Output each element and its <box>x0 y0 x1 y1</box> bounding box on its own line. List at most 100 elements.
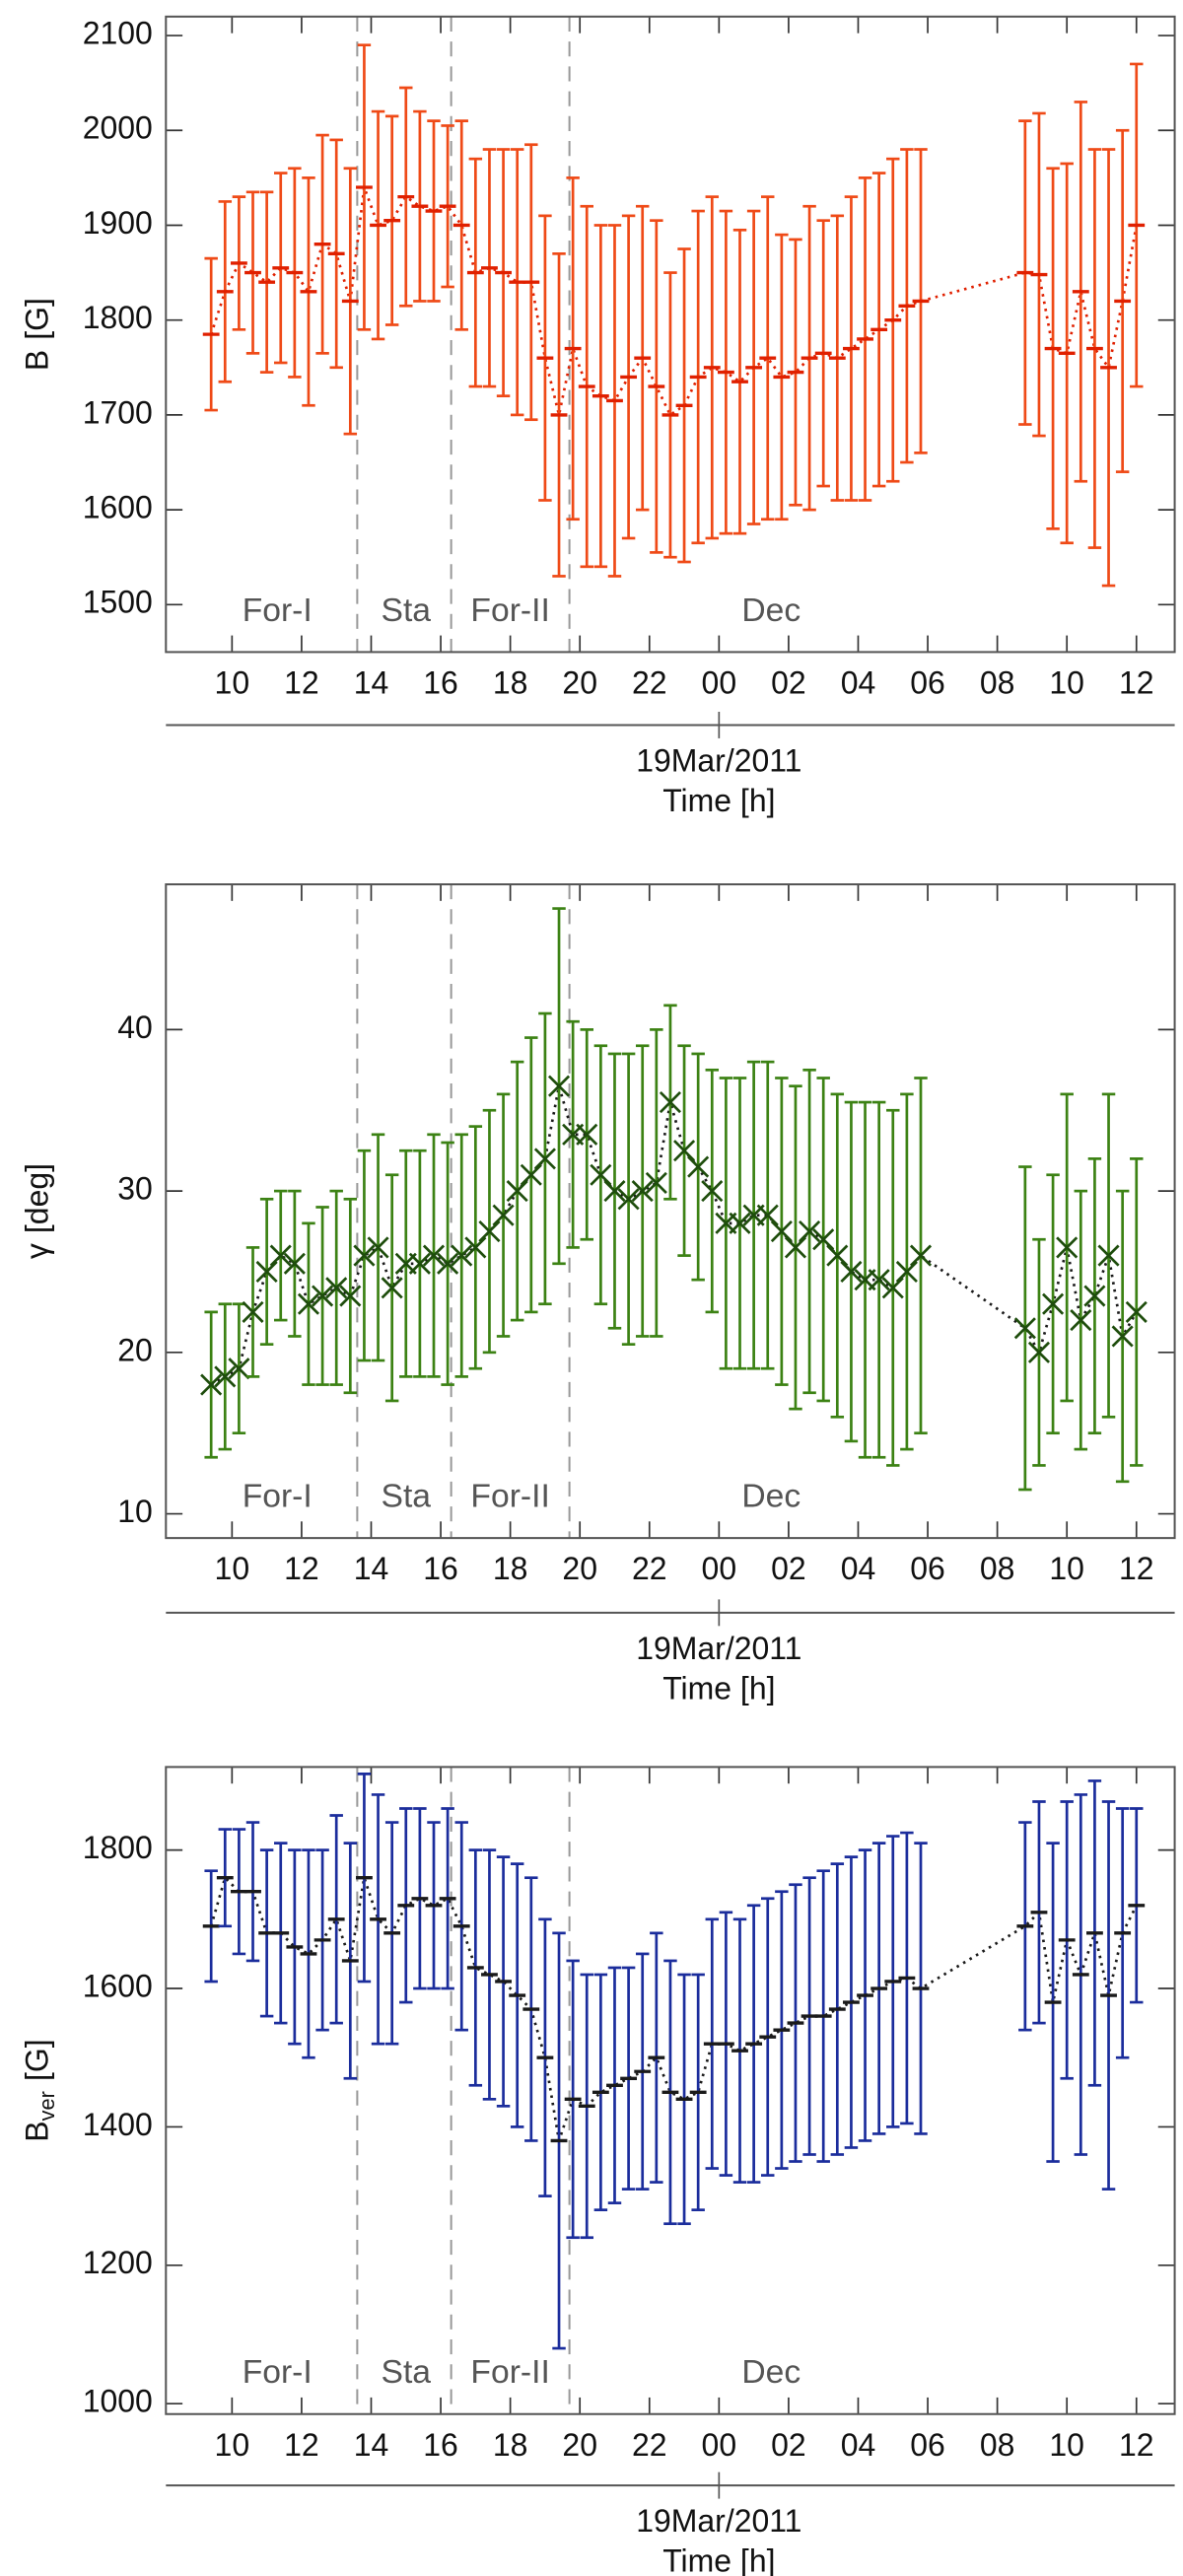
error-bar <box>717 1911 734 2177</box>
error-bar <box>520 1036 542 1314</box>
error-bar <box>411 1807 429 1990</box>
error-bar <box>814 219 832 488</box>
error-bar <box>687 1052 710 1282</box>
y-label-main: B <box>20 2121 55 2141</box>
error-bar <box>703 1917 721 2170</box>
error-bar <box>1027 1237 1051 1467</box>
error-bar <box>269 1189 292 1322</box>
marker <box>1027 1341 1051 1363</box>
error-bar <box>327 138 345 370</box>
x-tick-label: 04 <box>841 1551 876 1586</box>
error-bar <box>300 1848 317 2059</box>
error-bar <box>828 214 846 502</box>
x-tick-label: 10 <box>215 665 250 701</box>
phase-label: For-I <box>243 1479 313 1515</box>
error-bar <box>1013 1165 1036 1492</box>
error-bar <box>536 214 554 502</box>
marker <box>533 1148 556 1170</box>
error-bar <box>1086 1779 1103 2087</box>
x-tick-label: 12 <box>1119 2427 1154 2463</box>
y-tick-label: 1800 <box>83 1830 153 1865</box>
marker <box>547 1075 571 1097</box>
error-bar <box>773 1890 791 2170</box>
error-bar <box>356 1773 373 1984</box>
y-tick-label: 1000 <box>83 2384 153 2419</box>
error-bar <box>868 1100 890 1459</box>
error-bar <box>1083 1157 1106 1435</box>
marker <box>631 1180 654 1203</box>
y-tick-label: 10 <box>117 1494 153 1529</box>
error-bar <box>452 119 470 331</box>
error-bar <box>592 1973 609 2211</box>
x-tick-label: 08 <box>980 665 1015 701</box>
error-bar <box>745 1904 763 2184</box>
error-bar <box>578 204 595 569</box>
x-tick-label: 04 <box>841 2427 876 2463</box>
y-tick-label: 2000 <box>83 110 153 146</box>
error-bar <box>1030 111 1048 438</box>
error-bar <box>200 1310 223 1459</box>
error-bar <box>283 1189 306 1338</box>
error-bar <box>1072 1793 1089 2156</box>
date-label: 19Mar/2011 <box>636 2503 801 2539</box>
x-tick-label: 10 <box>1049 665 1084 701</box>
y-tick-label: 1200 <box>83 2245 153 2280</box>
error-bar <box>1114 1807 1132 2059</box>
error-bar <box>895 1092 918 1451</box>
date-label: 19Mar/2011 <box>636 743 801 779</box>
marker <box>283 1252 306 1275</box>
marker <box>214 1365 237 1388</box>
marker <box>687 1155 710 1178</box>
error-bar <box>300 176 317 407</box>
error-bar <box>1030 1800 1048 2025</box>
phase-label: For-II <box>470 2354 549 2391</box>
x-tick-label: 12 <box>284 1551 319 1586</box>
marker <box>1013 1317 1036 1340</box>
marker <box>255 1260 278 1284</box>
error-bar <box>481 148 498 388</box>
error-bar <box>325 1189 348 1386</box>
error-bar <box>214 1302 237 1451</box>
x-tick-label: 00 <box>702 2427 737 2463</box>
y-tick-label: 1900 <box>83 205 153 241</box>
x-tick-label: 08 <box>980 1551 1015 1586</box>
phase-label: Sta <box>382 1479 432 1515</box>
error-bar <box>675 247 693 564</box>
marker <box>451 1244 473 1267</box>
x-tick-label: 18 <box>493 1551 528 1586</box>
error-bar <box>425 1821 443 1990</box>
error-bar <box>1070 1189 1092 1451</box>
error-bar <box>603 1052 626 1330</box>
x-tick-label: 00 <box>702 665 737 701</box>
x-tick-label: 20 <box>562 1551 597 1586</box>
error-bar <box>840 1100 863 1443</box>
error-bar <box>522 1876 540 2142</box>
marker <box>868 1269 890 1291</box>
error-bar <box>244 1821 261 1963</box>
phase-label: For-II <box>470 1479 549 1515</box>
x-tick-label: 12 <box>284 2427 319 2463</box>
x-axis-label: Time [h] <box>662 783 775 818</box>
error-bar <box>787 238 804 507</box>
x-tick-label: 10 <box>215 1551 250 1586</box>
y-tick-label: 2100 <box>83 16 153 51</box>
error-bar <box>661 1959 679 2226</box>
marker <box>437 1252 459 1275</box>
marker <box>1042 1292 1065 1315</box>
error-bar <box>533 1011 556 1306</box>
error-bar <box>439 1807 456 1990</box>
error-bar <box>202 256 220 412</box>
marker <box>381 1277 403 1299</box>
x-tick-label: 10 <box>215 2427 250 2463</box>
marker <box>506 1180 528 1203</box>
marker <box>812 1228 835 1251</box>
panel: 10 20 30 40 10 12 14 16 18 20 22 00 02 04 06 08 10 12 For-… <box>20 883 1176 1706</box>
error-bar <box>661 271 679 559</box>
marker <box>701 1180 724 1203</box>
error-bar <box>759 195 777 522</box>
error-bar <box>606 1966 623 2204</box>
error-bar <box>1058 162 1076 545</box>
error-bar <box>397 86 415 308</box>
error-bar <box>495 148 512 398</box>
x-tick-label: 22 <box>632 1551 667 1586</box>
